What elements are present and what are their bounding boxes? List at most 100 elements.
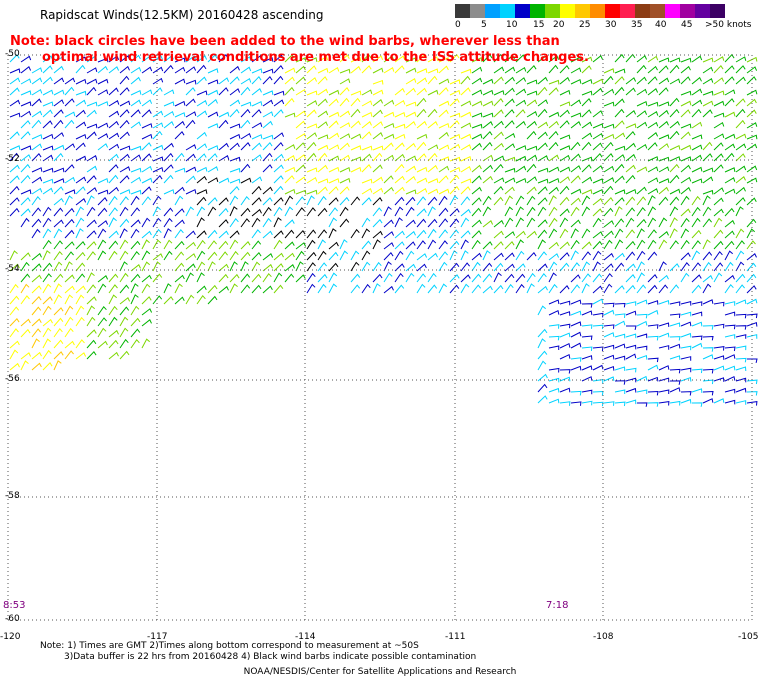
wind-barb bbox=[394, 241, 405, 250]
wind-barb bbox=[592, 188, 604, 195]
wind-barb bbox=[647, 101, 659, 107]
wind-barb bbox=[350, 65, 361, 74]
wind-barb bbox=[416, 153, 427, 162]
wind-barb bbox=[350, 166, 362, 173]
wind-barb bbox=[548, 387, 560, 393]
wind-barb bbox=[229, 230, 240, 239]
wind-barb bbox=[713, 272, 723, 283]
wind-barb bbox=[229, 283, 238, 294]
wind-barb bbox=[97, 207, 108, 217]
wind-barb bbox=[636, 333, 648, 339]
wind-barb bbox=[86, 187, 98, 195]
wind-barb bbox=[713, 65, 724, 74]
wind-barb bbox=[548, 79, 560, 85]
wind-barb bbox=[141, 217, 151, 228]
wind-barb bbox=[724, 143, 736, 151]
wind-barb bbox=[284, 155, 296, 162]
wind-barb bbox=[603, 401, 615, 406]
wind-barb bbox=[614, 68, 626, 74]
wind-barb bbox=[548, 55, 560, 63]
wind-barb bbox=[702, 176, 714, 184]
wind-barb bbox=[119, 350, 130, 360]
wind-barb bbox=[526, 64, 537, 74]
wind-barb bbox=[680, 332, 692, 338]
wind-barb bbox=[317, 110, 329, 118]
wind-barb bbox=[119, 55, 131, 63]
wind-barb bbox=[669, 64, 680, 74]
wind-barb bbox=[20, 273, 31, 283]
wind-barb bbox=[361, 283, 371, 294]
wind-barb bbox=[669, 343, 681, 349]
wind-barb bbox=[603, 68, 615, 74]
wind-barb bbox=[284, 241, 295, 250]
wind-barb bbox=[482, 195, 492, 206]
wind-barb bbox=[174, 195, 184, 206]
wind-barb bbox=[471, 133, 483, 140]
wind-barb bbox=[471, 66, 483, 74]
wind-barb bbox=[273, 99, 285, 107]
wind-barb bbox=[449, 156, 461, 162]
wind-barb bbox=[625, 399, 637, 405]
wind-barb bbox=[669, 301, 681, 306]
wind-barb bbox=[20, 66, 32, 74]
wind-barb bbox=[394, 65, 405, 74]
wind-barb bbox=[746, 109, 757, 118]
wind-barb bbox=[31, 228, 41, 239]
wind-barb bbox=[702, 274, 713, 283]
wind-barb bbox=[240, 196, 250, 206]
wind-barb bbox=[20, 163, 31, 173]
wind-barb bbox=[625, 77, 637, 85]
wind-barb bbox=[581, 195, 591, 206]
wind-barb bbox=[603, 252, 614, 261]
wind-barb bbox=[713, 346, 725, 351]
wind-barb bbox=[713, 240, 724, 250]
wind-barb bbox=[746, 98, 757, 107]
wind-barb bbox=[185, 294, 195, 305]
wind-barb bbox=[108, 351, 119, 360]
wind-barb bbox=[504, 231, 516, 239]
wind-barb bbox=[515, 145, 527, 151]
wind-barb bbox=[626, 325, 637, 331]
footnote-line-1: Note: 1) Times are GMT 2)Times along bot… bbox=[40, 641, 419, 651]
wind-barb bbox=[97, 133, 109, 140]
wind-barb bbox=[416, 253, 428, 261]
wind-barb bbox=[735, 76, 746, 85]
wind-barb bbox=[394, 250, 404, 261]
wind-barb bbox=[86, 316, 96, 327]
wind-barb bbox=[625, 251, 636, 261]
wind-barb bbox=[152, 273, 163, 283]
wind-barb bbox=[119, 306, 130, 316]
wind-barb bbox=[471, 261, 481, 272]
wind-barb bbox=[537, 338, 546, 349]
wind-barb bbox=[75, 90, 87, 96]
legend-swatch bbox=[530, 4, 545, 18]
wind-barb bbox=[174, 208, 185, 217]
wind-barb bbox=[460, 178, 472, 184]
wind-barb bbox=[702, 206, 712, 217]
wind-barb bbox=[669, 174, 680, 184]
legend-swatch bbox=[665, 4, 680, 18]
wind-barb bbox=[658, 332, 670, 338]
wind-barb bbox=[20, 197, 31, 206]
wind-barb bbox=[339, 166, 351, 173]
wind-barb bbox=[284, 195, 294, 206]
wind-barb bbox=[207, 111, 219, 118]
wind-barb bbox=[636, 355, 648, 360]
wind-barb bbox=[53, 65, 64, 74]
wind-barb bbox=[372, 219, 383, 228]
wind-barb bbox=[471, 252, 482, 261]
wind-barb bbox=[174, 274, 185, 283]
wind-barb bbox=[64, 285, 75, 294]
wind-barb bbox=[119, 218, 130, 228]
wind-barb bbox=[130, 154, 142, 162]
wind-barb bbox=[449, 112, 461, 118]
wind-barb bbox=[361, 217, 371, 228]
wind-barb bbox=[680, 123, 692, 129]
wind-barb bbox=[229, 99, 241, 107]
wind-barb bbox=[405, 219, 416, 228]
wind-barb bbox=[64, 241, 75, 250]
wind-barb bbox=[570, 175, 581, 184]
wind-barb bbox=[581, 176, 593, 184]
wind-barb bbox=[31, 252, 42, 261]
wind-barb bbox=[372, 239, 381, 250]
